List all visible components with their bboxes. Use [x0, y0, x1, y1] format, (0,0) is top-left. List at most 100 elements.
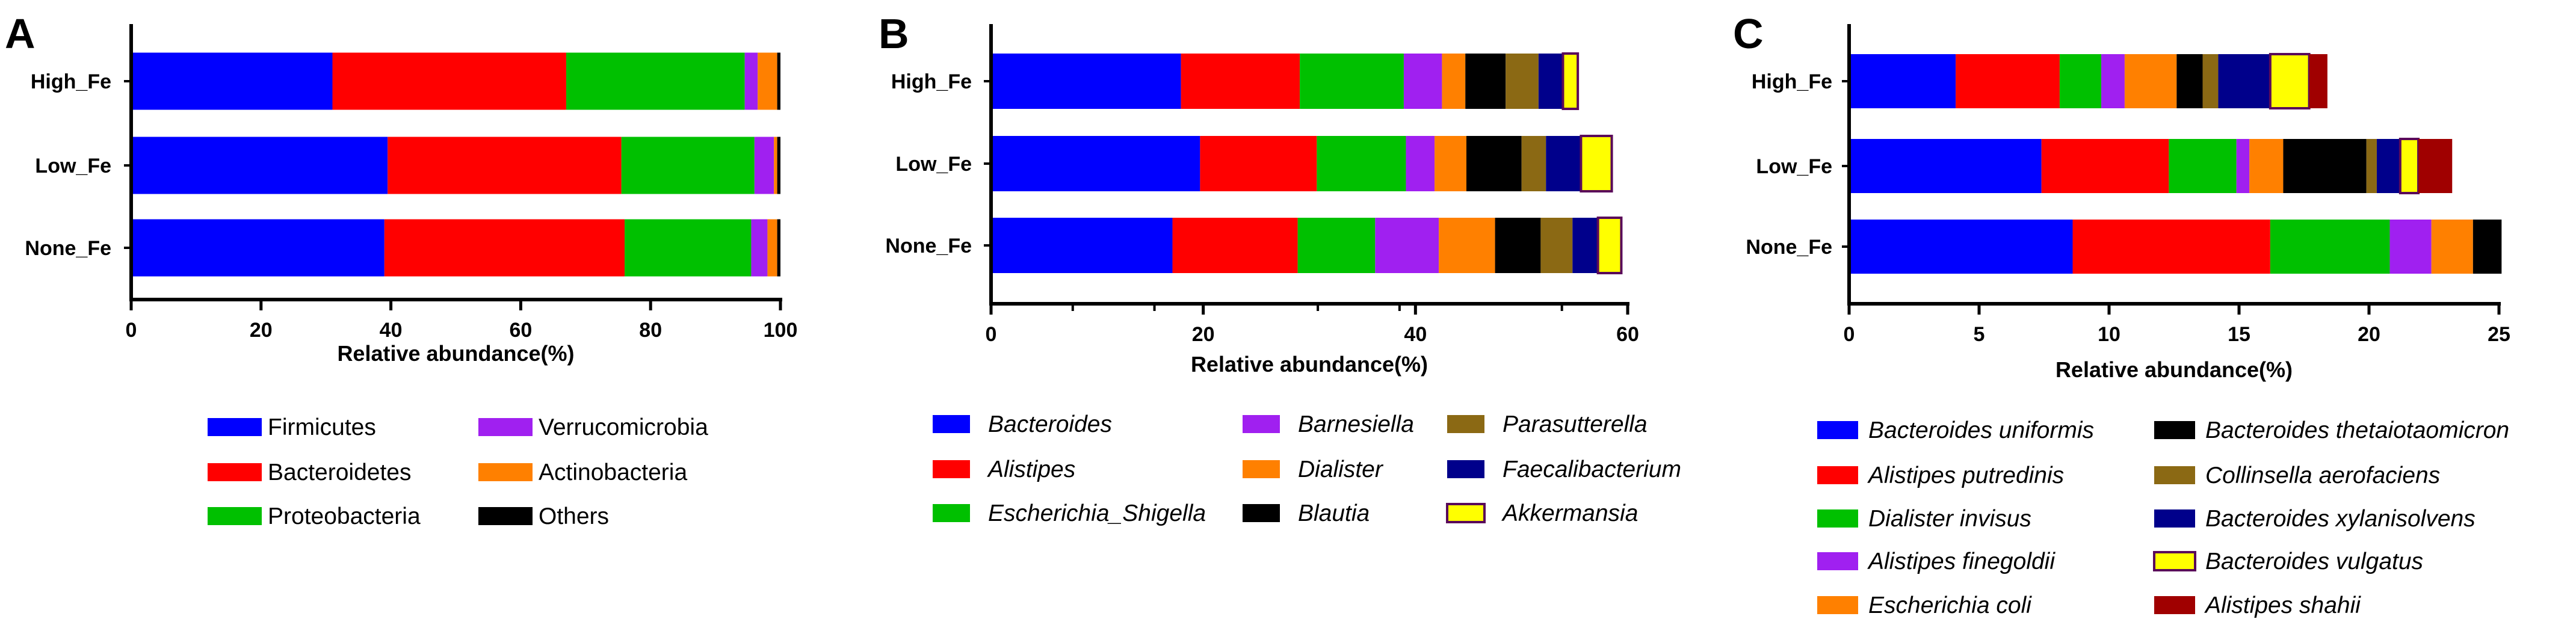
legend-label: Alistipes finegoldii	[1867, 549, 2056, 574]
x-tick-label: 60	[1616, 323, 1639, 346]
bar-segment	[777, 52, 780, 110]
bar-segment	[2366, 139, 2377, 193]
bar-segment	[1406, 136, 1435, 191]
bar-segment	[1538, 54, 1563, 109]
bar-segment	[754, 137, 774, 194]
bar-segment	[2418, 139, 2453, 193]
legend-swatch	[208, 463, 262, 481]
bar-segment	[1200, 136, 1317, 191]
bar-segment	[2376, 139, 2400, 193]
legend-label: Bacteroides xylanisolvens	[2205, 506, 2476, 532]
panel-label-c: C	[1733, 10, 1764, 57]
category-label: None_Fe	[25, 237, 111, 260]
bar-segment	[1596, 217, 1623, 274]
legend-label: Verrucomicrobia	[539, 414, 708, 440]
legend-swatch	[933, 504, 970, 522]
bar-segment	[1849, 139, 2042, 193]
bar-segment	[758, 52, 777, 110]
legend-label: Dialister	[1298, 457, 1384, 482]
bar-segment	[1466, 136, 1522, 191]
bar-segment	[1435, 136, 1466, 191]
x-tick-label: 60	[509, 319, 532, 342]
legend-label: Blautia	[1298, 500, 1370, 526]
legend-swatch	[1817, 466, 1858, 484]
legend-label: Barnesiella	[1298, 411, 1414, 437]
panel-c: C High_Fe Low_Fe None_Fe 0 5 10 15 20 25 Relative …	[1733, 10, 2510, 618]
bar-segment	[777, 137, 780, 194]
bar-segment	[2072, 220, 2270, 274]
bar-segment	[2041, 139, 2169, 193]
x-tick-label: 10	[2098, 323, 2120, 346]
bar-segment	[332, 52, 566, 110]
legend-label: Bacteroides vulgatus	[2205, 549, 2423, 574]
bar-segment	[2270, 220, 2390, 274]
bar-segment	[2283, 139, 2367, 193]
legend-label: Alistipes	[987, 457, 1075, 482]
legend-swatch	[933, 415, 970, 433]
bar-segment	[2101, 54, 2125, 108]
legend-swatch	[1243, 415, 1280, 433]
legend-label: Parasutterella	[1503, 411, 1648, 437]
x-tick-label: 5	[1974, 323, 1985, 346]
bar-segment	[1442, 54, 1466, 109]
legend-label: Akkermansia	[1501, 500, 1638, 526]
bar-segment	[131, 219, 385, 277]
bar-segment	[2218, 54, 2270, 108]
x-tick-label: 15	[2228, 323, 2250, 346]
legend-label: Bacteroides	[988, 411, 1112, 437]
legend-swatch	[1817, 596, 1858, 614]
bar-segment	[1317, 136, 1406, 191]
legend: Bacteroides uniformis Alistipes putredini…	[1817, 417, 2509, 618]
bar-segment	[1956, 54, 2060, 108]
x-tick-label: 40	[1404, 323, 1427, 346]
x-tick-label: 20	[250, 319, 273, 342]
bar-segment	[2176, 54, 2203, 108]
category-label: None_Fe	[885, 235, 972, 257]
bar-segment	[1849, 220, 2073, 274]
x-tick-label: 80	[639, 319, 662, 342]
legend-label: Bacteroides thetaiotaomicron	[2205, 417, 2509, 443]
x-axis-title: Relative abundance(%)	[1191, 352, 1428, 377]
bar-segment	[2236, 139, 2250, 193]
bar-segment	[2269, 53, 2311, 109]
legend-swatch	[478, 463, 533, 481]
bar-segment	[2309, 54, 2327, 108]
bar-segment	[2059, 54, 2102, 108]
bar-segment	[1540, 218, 1573, 273]
legend-label: Escherichia_Shigella	[988, 500, 1206, 526]
legend-swatch	[208, 507, 262, 525]
bar-segment	[1506, 54, 1539, 109]
legend-swatch	[1446, 503, 1486, 523]
legend-swatch	[1243, 504, 1280, 522]
legend-label: Faecalibacterium	[1503, 457, 1681, 482]
bar-segment	[2431, 220, 2473, 274]
x-axis-title: Relative abundance(%)	[2056, 357, 2293, 382]
bar-segment	[2398, 138, 2420, 194]
x-tick-label: 20	[1192, 323, 1215, 346]
x-tick-label: 40	[380, 319, 403, 342]
bar-segment	[991, 54, 1181, 109]
bar-segment	[2249, 139, 2284, 193]
x-tick-label: 20	[2358, 323, 2380, 346]
legend-swatch	[2154, 466, 2195, 484]
bar-segment	[1403, 54, 1442, 109]
bar-segment	[1172, 218, 1298, 273]
bar-segment	[2124, 54, 2177, 108]
legend-swatch	[1817, 509, 1858, 528]
legend-swatch	[2154, 421, 2195, 439]
legend-label: Others	[539, 503, 609, 529]
legend-swatch	[208, 418, 262, 436]
category-label: High_Fe	[891, 70, 972, 93]
bar-segment	[2169, 139, 2237, 193]
legend-label: Proteobacteria	[268, 503, 421, 529]
panel-label-a: A	[5, 10, 36, 57]
bar-segment	[1375, 218, 1439, 273]
bar-segment	[2202, 54, 2219, 108]
bar-segment	[991, 218, 1173, 273]
bar-segment	[1297, 218, 1376, 273]
bar-segment	[2473, 220, 2502, 274]
bar-segment	[1465, 54, 1506, 109]
bar-segment	[1495, 218, 1541, 273]
